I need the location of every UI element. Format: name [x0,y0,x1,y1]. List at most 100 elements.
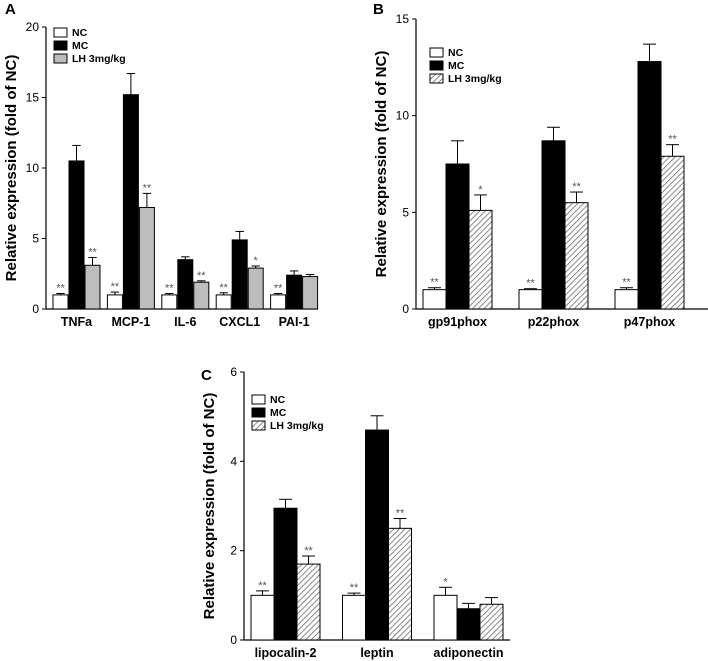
x-category-label: leptin [360,646,393,660]
x-category-label: gp91phox [428,315,487,329]
significance-label: ** [56,282,65,294]
y-tick-label: 10 [26,161,40,175]
y-tick-label: 5 [32,232,39,246]
legend-label: MC [448,60,465,72]
significance-label: ** [219,282,228,294]
significance-label: ** [197,270,206,282]
y-tick-label: 10 [396,109,410,123]
x-category-label: IL-6 [174,315,196,329]
bar-nc [52,294,69,310]
legend-swatch [429,47,444,58]
significance-label: ** [526,278,535,290]
bar-mc [177,259,194,310]
bar-nc [342,594,366,641]
y-axis-title: Relative expression (fold of NC) [373,51,390,278]
legend-swatch [53,27,68,38]
significance-label: ** [350,582,359,594]
bar-lh-3mg-kg [564,202,589,310]
x-category-label: p47phox [624,315,675,329]
x-category-label: CXCL1 [219,315,260,329]
legend-swatch [251,407,266,418]
bar-lh-3mg-kg [193,281,210,310]
y-tick-label: 0 [32,302,39,316]
bar-lh-3mg-kg [660,155,685,310]
legend-label: MC [270,407,287,419]
bar-lh-3mg-kg [84,264,101,310]
significance-label: ** [622,277,631,289]
y-tick-label: 4 [230,454,237,468]
significance-label: ** [88,247,97,259]
legend-label: MC [72,40,89,52]
bar-nc [250,594,275,641]
significance-label: ** [572,181,581,193]
legend-swatch [53,40,68,51]
legend-label: NC [448,47,464,59]
significance-label: * [254,255,259,267]
y-tick-label: 2 [230,544,237,558]
y-axis-title: Relative expression (fold of NC) [201,393,218,620]
legend-label: LH 3mg/kg [270,420,324,432]
bar-nc [106,294,123,310]
bar-mc [456,608,481,641]
panel-letter: B [373,1,384,18]
y-tick-label: 15 [26,91,40,105]
x-category-label: TNFa [61,315,93,329]
significance-label: * [478,184,483,196]
bar-lh-3mg-kg [247,267,264,310]
bar-mc [637,61,662,310]
bar-nc [270,294,287,310]
legend-label: NC [72,27,88,39]
bar-nc [215,294,232,310]
bar-mc [286,274,303,310]
bar-mc [68,160,85,310]
bar-lh-3mg-kg [296,563,321,641]
significance-label: ** [304,545,313,557]
significance-label: ** [165,282,174,294]
significance-label: ** [274,282,283,294]
bar-lh-3mg-kg [479,603,504,641]
panel-letter: A [5,1,16,18]
y-axis-title: Relative expression (fold of NC) [3,55,20,282]
legend-swatch [251,394,266,405]
bar-nc [518,289,543,310]
y-tick-label: 6 [230,365,237,379]
significance-label: * [443,576,448,588]
significance-label: ** [143,182,152,194]
significance-label: ** [430,277,439,289]
legend-swatch [429,60,444,71]
x-category-label: PAI-1 [279,315,310,329]
y-tick-label: 0 [402,302,409,316]
bar-mc [273,507,298,641]
legend-swatch [251,420,266,431]
bar-lh-3mg-kg [468,209,493,310]
bar-nc [433,594,458,641]
bar-lh-3mg-kg [302,276,319,310]
y-tick-label: 5 [402,205,409,219]
panel-letter: C [201,367,212,384]
bar-mc [231,239,248,310]
bar-mc [541,140,566,310]
significance-label: ** [396,508,405,520]
legend-label: NC [270,394,286,406]
x-category-label: MCP-1 [111,315,150,329]
legend-label: LH 3mg/kg [72,53,126,65]
bar-lh-3mg-kg [388,527,412,641]
bar-mc [365,429,389,641]
significance-label: ** [668,134,677,146]
y-tick-label: 20 [26,20,40,34]
bar-nc [422,289,447,310]
x-category-label: lipocalin-2 [255,646,317,660]
x-category-label: adiponectin [433,646,503,660]
significance-label: ** [111,281,120,293]
y-tick-label: 0 [230,633,237,647]
y-tick-label: 15 [396,12,410,26]
legend-swatch [53,53,68,64]
legend-swatch [429,73,444,84]
bar-mc [122,94,139,310]
bar-nc [614,289,639,310]
